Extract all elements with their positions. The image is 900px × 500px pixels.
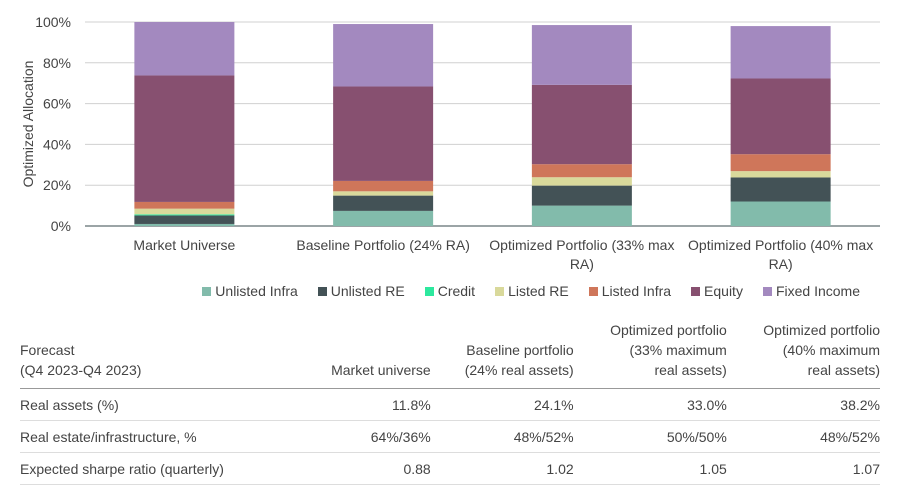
bar-segment: [333, 210, 434, 226]
bar-segment: [333, 195, 434, 211]
table-cell: 38.2%: [726, 388, 880, 421]
legend-swatch: [762, 286, 772, 296]
column-header: Forecast (Q4 2023-Q4 2023): [20, 320, 300, 389]
column-header: Market universe: [300, 320, 431, 389]
y-tick-label: 20%: [43, 177, 71, 193]
bar-segment: [730, 201, 831, 226]
table-cell: Expected sharpe ratio (quarterly): [20, 452, 300, 485]
table-cell: Real estate/infrastructure, %: [20, 420, 300, 453]
bar-segment: [333, 191, 434, 196]
bar-segment: [134, 22, 235, 76]
column-header: Baseline portfolio (24% real assets): [430, 320, 574, 389]
legend-label: Credit: [437, 283, 476, 299]
x-tick-label: Optimized Portfolio (33% max: [489, 237, 674, 253]
bar-segment: [531, 164, 632, 178]
legend-swatch: [202, 286, 212, 296]
legend-item: Listed Infra: [588, 283, 672, 299]
legend-item: Credit: [424, 283, 476, 299]
bar-segment: [531, 84, 632, 165]
bar-segment: [531, 185, 632, 206]
table-cell: 50%/50%: [573, 420, 727, 453]
legend-swatch: [317, 286, 327, 296]
bar-segment: [134, 201, 235, 209]
table-cell: 1.02: [430, 452, 574, 485]
table-header-row: Forecast (Q4 2023-Q4 2023) Market universe…: [20, 320, 880, 389]
bar-segment: [333, 86, 434, 181]
legend-swatch: [424, 286, 434, 296]
legend-label: Unlisted RE: [330, 283, 405, 299]
bar-segment: [531, 205, 632, 226]
bar-segment: [730, 154, 831, 172]
legend-label: Fixed Income: [775, 283, 860, 299]
x-tick-label: Optimized Portfolio (40% max: [688, 237, 873, 253]
bar-segment: [134, 75, 235, 202]
legend-item: Unlisted Infra: [202, 283, 298, 299]
legend-label: Equity: [704, 283, 743, 299]
bar-segment: [333, 24, 434, 87]
table-cell: 24.1%: [430, 388, 574, 421]
forecast-table: Forecast (Q4 2023-Q4 2023) Market universe…: [20, 320, 880, 485]
column-header: Optimized portfolio (33% maximum real asse…: [573, 320, 727, 389]
table-cell: 0.88: [300, 452, 431, 485]
legend-item: Unlisted RE: [317, 283, 405, 299]
bar-segment: [730, 171, 831, 178]
bar-segment: [134, 215, 235, 224]
y-tick-label: 80%: [43, 55, 71, 71]
legend-item: Equity: [691, 283, 743, 299]
y-tick-label: 100%: [35, 14, 71, 30]
table-cell: 64%/36%: [300, 420, 431, 453]
x-tick-label: Market Universe: [133, 237, 235, 253]
x-tick-label: RA): [769, 256, 793, 272]
legend-label: Unlisted Infra: [215, 283, 298, 299]
bar-segment: [730, 177, 831, 202]
bar-segment: [333, 180, 434, 192]
table-row: Real estate/infrastructure, % 64%/36% 48%/…: [20, 420, 880, 453]
bar-segment: [531, 177, 632, 186]
table-cell: Real assets (%): [20, 388, 300, 421]
table-cell: 48%/52%: [726, 420, 880, 453]
table-cell: 1.07: [726, 452, 880, 485]
legend-label: Listed Infra: [601, 283, 672, 299]
stacked-bar-chart: 0% 20% 40% 60% 80% 100% Optimized Allocation Ma…: [20, 14, 880, 272]
table-cell: 48%/52%: [430, 420, 574, 453]
legend-item: Listed RE: [495, 283, 569, 299]
y-tick-label: 60%: [43, 96, 71, 112]
legend-item: Fixed Income: [762, 283, 860, 299]
table-row: Real assets (%) 11.8% 24.1% 33.0% 38.2%: [20, 388, 880, 421]
table-cell: 1.05: [573, 452, 727, 485]
table-cell: 33.0%: [573, 388, 727, 421]
y-tick-label: 40%: [43, 136, 71, 152]
legend-swatch: [588, 286, 598, 296]
x-tick-label: RA): [570, 256, 594, 272]
column-header: Optimized portfolio (40% maximum real asse…: [726, 320, 880, 389]
legend: Unlisted Infra Unlisted RE Credit Listed RE…: [0, 283, 900, 299]
x-tick-label: Baseline Portfolio (24% RA): [296, 237, 470, 253]
table-cell: 11.8%: [300, 388, 431, 421]
legend-swatch: [495, 286, 505, 296]
y-axis-label: Optimized Allocation: [20, 61, 36, 188]
bar-segment: [531, 25, 632, 85]
bar-segment: [134, 208, 235, 215]
y-tick-label: 0%: [51, 218, 71, 234]
legend-label: Listed RE: [508, 283, 569, 299]
bar-segment: [730, 78, 831, 155]
table-row: Expected sharpe ratio (quarterly) 0.88 1.0…: [20, 452, 880, 485]
legend-swatch: [691, 286, 701, 296]
bar-segment: [134, 214, 235, 216]
bar-segment: [134, 223, 235, 226]
bar-segment: [730, 26, 831, 79]
